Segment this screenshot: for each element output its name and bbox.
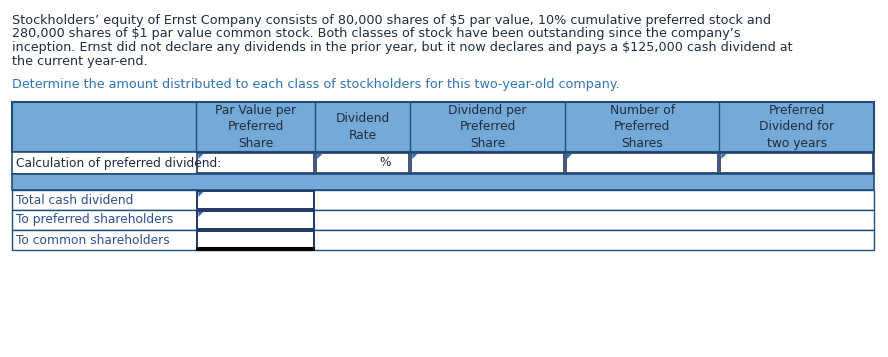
Bar: [12, 230, 874, 250]
Bar: [12, 210, 874, 230]
Text: inception. Ernst did not declare any dividends in the prior year, but it now dec: inception. Ernst did not declare any div…: [12, 41, 793, 54]
Bar: [411, 153, 564, 173]
Bar: [316, 153, 409, 173]
Text: Total cash dividend: Total cash dividend: [16, 193, 133, 206]
Polygon shape: [317, 154, 322, 159]
Text: Stockholders’ equity of Ernst Company consists of 80,000 shares of $5 par value,: Stockholders’ equity of Ernst Company co…: [12, 14, 771, 27]
Bar: [720, 153, 873, 173]
Text: %: %: [380, 156, 392, 170]
Bar: [197, 191, 314, 209]
Bar: [12, 102, 874, 152]
Polygon shape: [198, 154, 203, 159]
Bar: [12, 152, 874, 174]
Text: To common shareholders: To common shareholders: [16, 233, 170, 246]
Text: Preferred
Dividend for
two years: Preferred Dividend for two years: [759, 104, 835, 150]
Polygon shape: [567, 154, 572, 159]
Bar: [12, 230, 874, 250]
Bar: [12, 152, 874, 174]
Bar: [197, 231, 314, 249]
Text: Par Value per
Preferred
Share: Par Value per Preferred Share: [215, 104, 297, 150]
Polygon shape: [198, 192, 203, 197]
Text: Dividend per
Preferred
Share: Dividend per Preferred Share: [448, 104, 527, 150]
Bar: [12, 190, 874, 210]
Polygon shape: [721, 154, 726, 159]
Text: Dividend
Rate: Dividend Rate: [336, 112, 390, 142]
Text: 280,000 shares of $1 par value common stock. Both classes of stock have been out: 280,000 shares of $1 par value common st…: [12, 27, 741, 40]
Bar: [12, 210, 874, 230]
Bar: [566, 153, 718, 173]
Polygon shape: [198, 212, 203, 217]
Text: To preferred shareholders: To preferred shareholders: [16, 213, 173, 226]
Text: Determine the amount distributed to each class of stockholders for this two-year: Determine the amount distributed to each…: [12, 78, 620, 91]
Polygon shape: [412, 154, 417, 159]
Bar: [12, 190, 874, 210]
Bar: [12, 174, 874, 190]
Bar: [12, 102, 874, 152]
Bar: [197, 153, 314, 173]
Text: Calculation of preferred dividend:: Calculation of preferred dividend:: [16, 156, 221, 170]
Text: Number of
Preferred
Shares: Number of Preferred Shares: [609, 104, 675, 150]
Bar: [197, 211, 314, 229]
Bar: [12, 174, 874, 190]
Text: the current year-end.: the current year-end.: [12, 55, 147, 67]
